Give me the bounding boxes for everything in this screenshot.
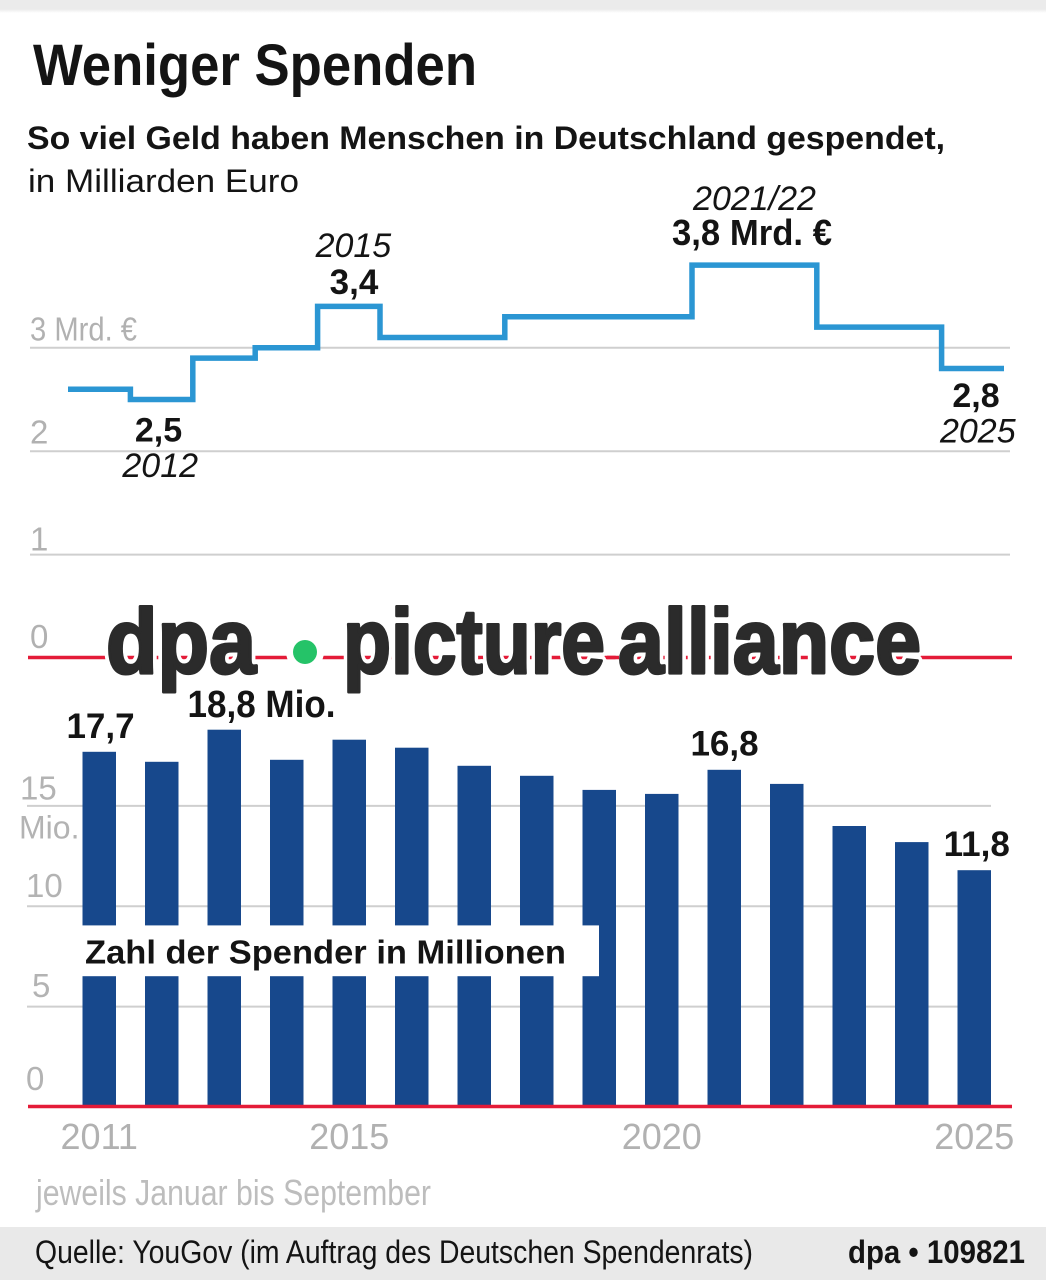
svg-text:3 Mrd. €: 3 Mrd. €: [30, 311, 137, 348]
svg-text:15: 15: [20, 769, 57, 806]
svg-text:Mio.: Mio.: [19, 809, 79, 845]
svg-text:Quelle: YouGov (im Auftrag des: Quelle: YouGov (im Auftrag des Deutschen…: [35, 1234, 753, 1270]
svg-text:3,4: 3,4: [330, 263, 379, 302]
svg-text:dpa • 109821: dpa • 109821: [848, 1234, 1025, 1270]
svg-text:alliance: alliance: [618, 591, 921, 693]
svg-text:0: 0: [26, 1060, 44, 1097]
svg-text:0: 0: [30, 618, 48, 655]
svg-text:Weniger Spenden: Weniger Spenden: [33, 33, 477, 98]
svg-text:Zahl der Spender in Millionen: Zahl der Spender in Millionen: [85, 934, 566, 971]
svg-text:18,8 Mio.: 18,8 Mio.: [188, 684, 336, 726]
svg-text:2020: 2020: [622, 1116, 702, 1157]
svg-text:10: 10: [26, 867, 63, 904]
svg-text:jeweils Januar bis September: jeweils Januar bis September: [35, 1172, 431, 1213]
svg-text:picture: picture: [343, 591, 605, 693]
svg-text:2025: 2025: [934, 1116, 1014, 1157]
svg-text:2,8: 2,8: [952, 377, 999, 415]
svg-text:2012: 2012: [121, 447, 198, 485]
svg-text:2: 2: [30, 414, 48, 451]
svg-text:2015: 2015: [315, 227, 392, 265]
svg-text:1: 1: [30, 521, 48, 558]
svg-text:So viel Geld haben Menschen in: So viel Geld haben Menschen in Deutschla…: [27, 120, 945, 156]
svg-text:2021/22: 2021/22: [692, 180, 816, 218]
svg-text:5: 5: [32, 967, 50, 1004]
svg-text:2011: 2011: [61, 1116, 138, 1157]
svg-text:dpa: dpa: [106, 591, 257, 693]
svg-text:2025: 2025: [939, 413, 1016, 451]
svg-text:2015: 2015: [309, 1116, 389, 1157]
svg-text:16,8: 16,8: [690, 725, 758, 764]
svg-text:in Milliarden Euro: in Milliarden Euro: [28, 163, 299, 199]
svg-text:3,8 Mrd. €: 3,8 Mrd. €: [672, 212, 832, 253]
svg-text:2,5: 2,5: [135, 412, 182, 450]
svg-text:17,7: 17,7: [66, 707, 134, 746]
svg-text:11,8: 11,8: [944, 825, 1010, 864]
svg-text:picture: picture: [343, 591, 605, 693]
svg-text:alliance: alliance: [618, 591, 921, 693]
svg-text:dpa: dpa: [106, 591, 257, 693]
